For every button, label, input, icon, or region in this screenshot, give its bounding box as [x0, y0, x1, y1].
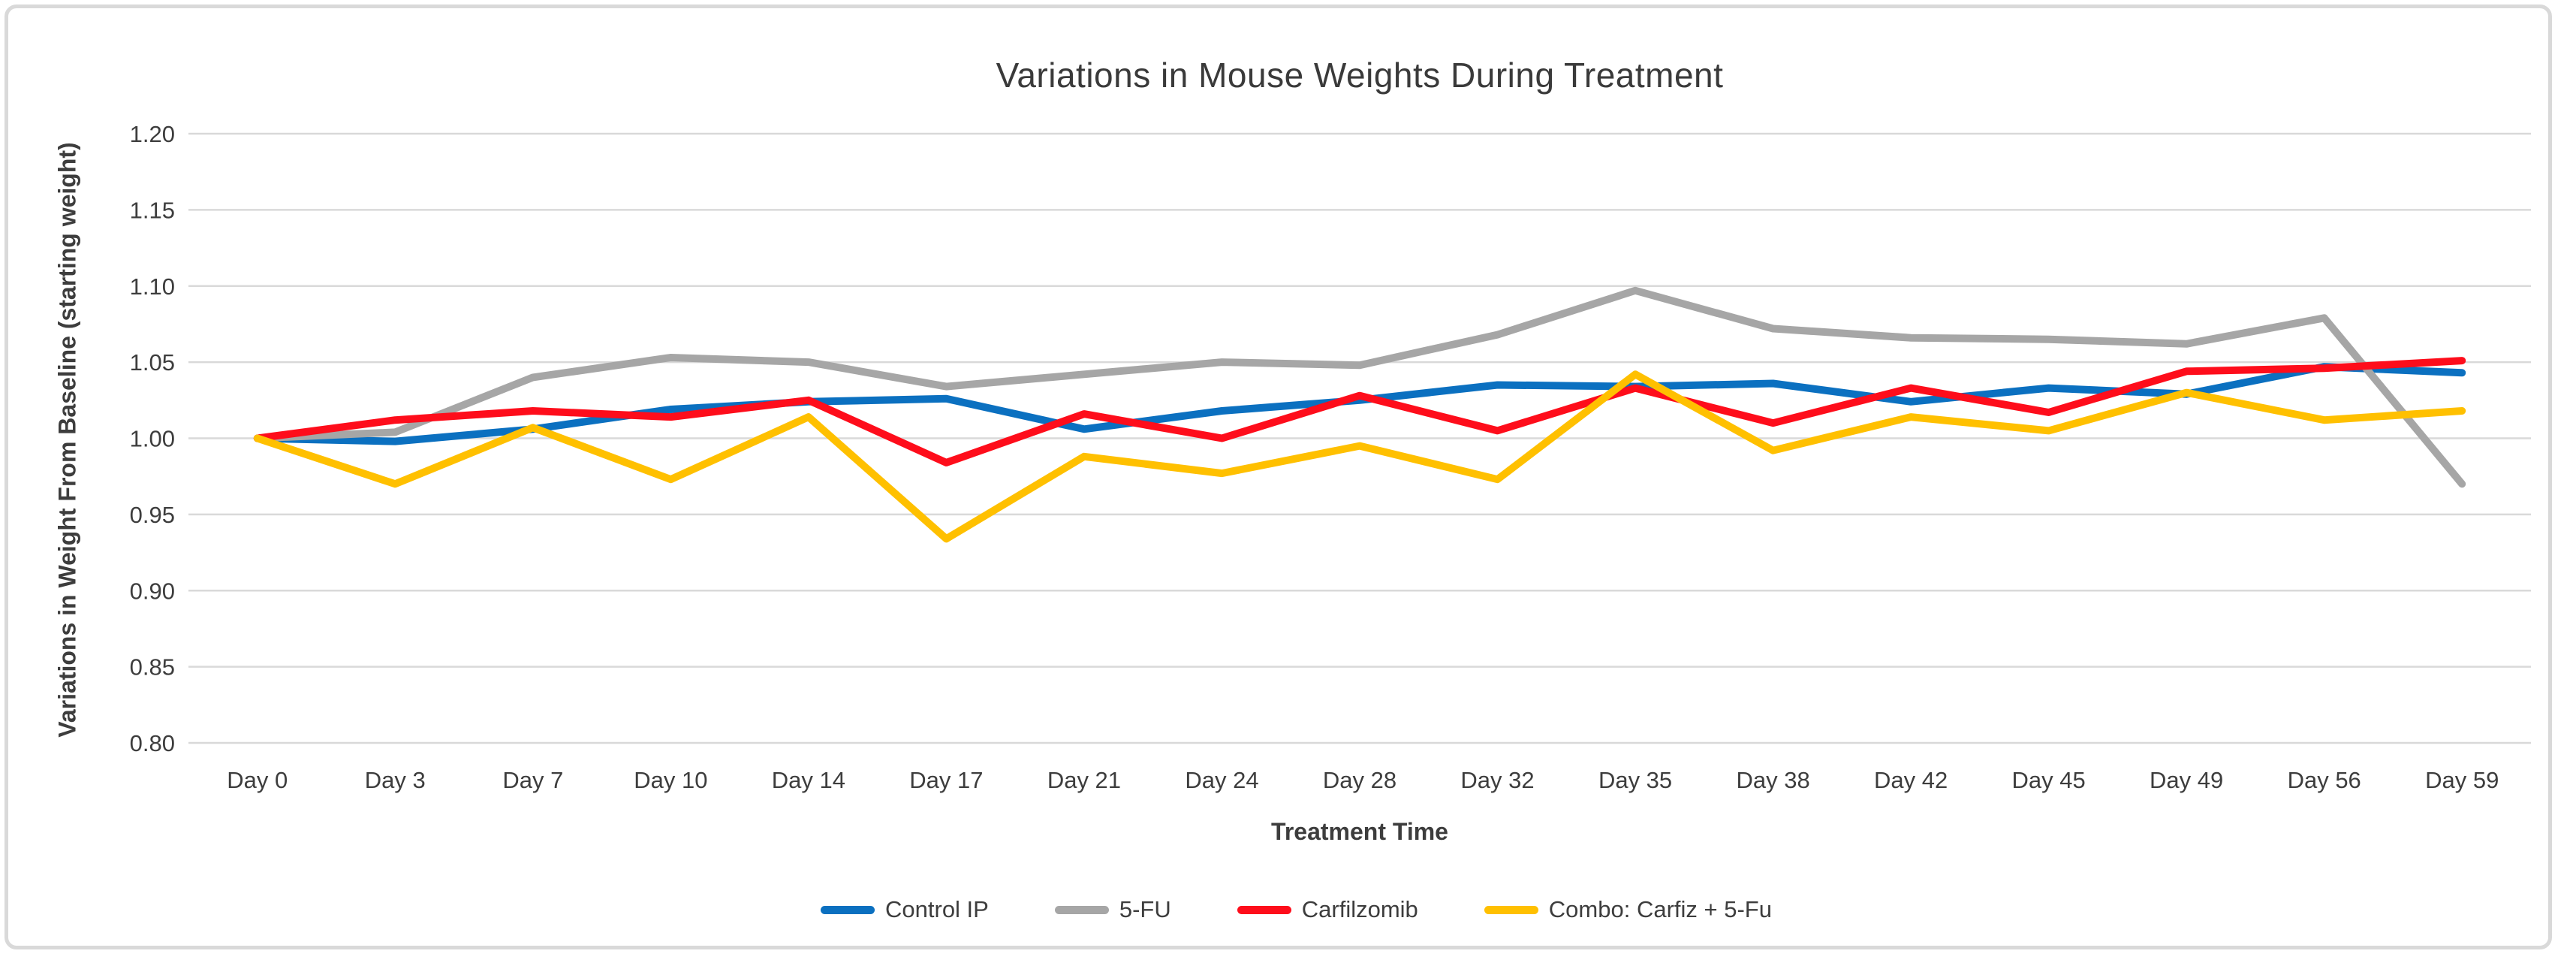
y-tick-label: 0.90 [130, 578, 175, 604]
x-tick-label: Day 56 [2288, 767, 2361, 793]
legend-label: 5-FU [1119, 896, 1171, 922]
line-chart-plot: 1.20 1.15 1.10 1.05 1.00 0.95 0.90 0.85 0.80 Day … [130, 121, 2531, 793]
y-tick-label: 1.15 [130, 197, 175, 223]
series-line-carfilzomib [253, 357, 2466, 466]
y-axis-title: Variations in Weight From Baseline (star… [53, 142, 81, 738]
legend-swatch-icon [1054, 905, 1109, 914]
x-axis-title: Treatment Time [1271, 818, 1448, 845]
x-tick-label: Day 35 [1598, 767, 1672, 793]
y-tick-label: 0.95 [130, 502, 175, 528]
x-tick-label: Day 42 [1874, 767, 1948, 793]
series-line-combo-carfiz-5-fu [253, 370, 2466, 543]
x-tick-label: Day 32 [1460, 767, 1534, 793]
x-tick-label: Day 59 [2425, 767, 2499, 793]
legend-item: 5-FU [1054, 896, 1171, 923]
x-tick-label: Day 14 [772, 767, 845, 793]
x-tick-label: Day 21 [1047, 767, 1121, 793]
x-tick-label: Day 10 [634, 767, 707, 793]
y-tick-label: 1.20 [130, 121, 175, 147]
x-tick-label: Day 45 [2012, 767, 2086, 793]
legend-item: Combo: Carfiz + 5-Fu [1484, 896, 1772, 923]
legend-item: Carfilzomib [1237, 896, 1418, 923]
x-tick-label: Day 28 [1323, 767, 1396, 793]
x-tick-label: Day 24 [1185, 767, 1258, 793]
legend-label: Control IP [885, 896, 989, 922]
x-tick-label: Day 3 [365, 767, 426, 793]
legend-label: Carfilzomib [1301, 896, 1418, 922]
chart-legend: Control IP 5-FU Carfilzomib Combo: Carfiz +… [8, 896, 2548, 923]
y-tick-label: 0.85 [130, 654, 175, 681]
legend-label: Combo: Carfiz + 5-Fu [1548, 896, 1772, 922]
legend-swatch-icon [1237, 905, 1291, 914]
y-tick-label: 1.00 [130, 426, 175, 452]
chart-card: Variations in Mouse Weights During Treat… [5, 5, 2552, 949]
x-tick-label: Day 17 [909, 767, 983, 793]
legend-swatch-icon [1484, 905, 1538, 914]
x-tick-label: Day 0 [227, 767, 288, 793]
series-line-5-fu [253, 286, 2466, 488]
legend-swatch-icon [821, 905, 875, 914]
y-tick-label: 1.10 [130, 273, 175, 300]
legend-item: Control IP [821, 896, 989, 923]
chart-title: Variations in Mouse Weights During Treat… [996, 56, 1724, 95]
y-tick-label: 0.80 [130, 730, 175, 756]
x-tick-label: Day 7 [502, 767, 563, 793]
y-tick-label: 1.05 [130, 349, 175, 376]
x-tick-label: Day 49 [2150, 767, 2223, 793]
x-tick-label: Day 38 [1736, 767, 1809, 793]
